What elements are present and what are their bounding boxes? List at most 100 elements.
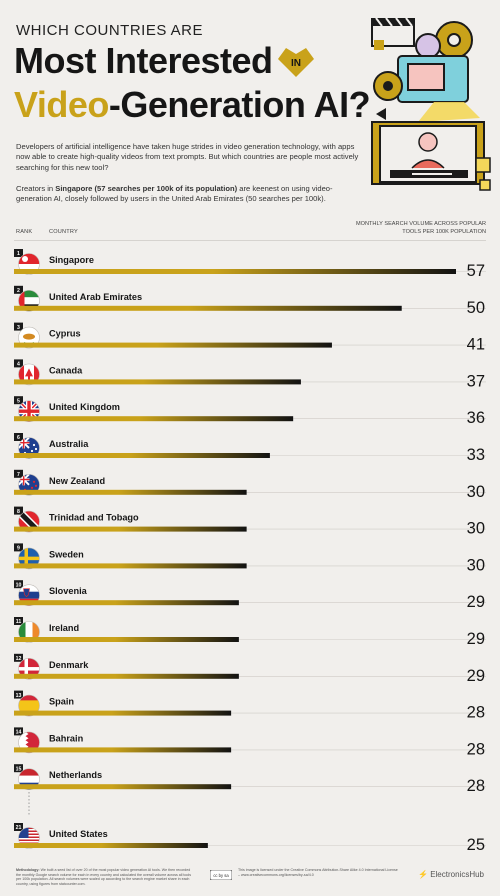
value-label: 57 — [467, 262, 485, 280]
value-label: 33 — [467, 446, 485, 464]
summary-suffix: are keenest on using video-generation AI… — [16, 184, 333, 204]
summary-prefix: Creators in — [16, 184, 56, 193]
bar — [14, 843, 208, 848]
rank-tag — [14, 322, 23, 331]
bar — [14, 784, 232, 790]
in-badge-icon: IN — [278, 48, 314, 77]
flag-outline — [18, 363, 40, 386]
ireland-flag-icon — [18, 621, 40, 643]
value-label: 37 — [467, 372, 485, 390]
rank-label: 2 — [17, 288, 20, 294]
rank-tag — [14, 433, 23, 441]
rank-label: 7 — [17, 472, 20, 478]
rank-tag — [14, 690, 23, 699]
country-label: Singapore — [49, 255, 94, 265]
country-label: Spain — [49, 697, 74, 707]
bar — [14, 637, 239, 642]
methodology-text: Methodology: We built a seed list of ove… — [16, 868, 196, 886]
bar-row: 10 Slovenia 29 — [14, 580, 486, 611]
value-label: 30 — [467, 483, 485, 501]
flag-outline — [18, 827, 40, 849]
flag-outline — [18, 657, 40, 680]
rank-tag — [14, 727, 23, 736]
bar-row: 21 United States 25 — [14, 823, 486, 854]
value-label: 41 — [467, 336, 485, 354]
intro-paragraph: Developers of artificial intelligence ha… — [16, 142, 359, 172]
rank-label: 1 — [17, 251, 20, 257]
title-highlight: Video — [14, 84, 109, 125]
bar-row: 11 Ireland 29 — [14, 617, 486, 648]
rank-tag — [14, 617, 23, 625]
value-label: 30 — [467, 520, 485, 538]
summary-bold: Singapore (57 searches per 100k of its p… — [55, 184, 238, 193]
country-label: United Arab Emirates — [49, 292, 142, 302]
country-label: Trinidad and Tobago — [49, 513, 139, 523]
bar-row: 9 Sweden 30 — [14, 543, 486, 574]
column-value: MONTHLY SEARCH VOLUME ACROSS POPULAR TOO… — [355, 221, 486, 235]
rank-label: 12 — [16, 656, 22, 662]
bar — [14, 416, 294, 422]
column-rank: RANK — [16, 229, 33, 235]
bar-row: 4 Canada 37 — [14, 359, 486, 390]
value-label: 36 — [467, 409, 485, 427]
flag-outline — [18, 400, 40, 422]
country-label: Canada — [49, 365, 83, 375]
rank-tag — [14, 653, 23, 662]
bar — [14, 673, 239, 679]
country-label: Australia — [49, 439, 89, 449]
value-label: 50 — [467, 299, 485, 317]
country-label: United Kingdom — [49, 402, 120, 412]
country-label: Netherlands — [49, 770, 102, 780]
bar-row: 8 Trinidad and Tobago 30 — [14, 506, 486, 538]
rank-label: 6 — [17, 435, 20, 441]
flag-outline — [18, 547, 40, 570]
video-camera-illustration-icon — [371, 18, 491, 191]
methodology-label: Methodology: — [16, 868, 40, 872]
country-label: Bahrain — [49, 733, 84, 743]
bar-row: 2 United Arab Emirates 50 — [14, 285, 486, 317]
flag-outline — [18, 731, 40, 754]
value-label: 29 — [467, 667, 485, 685]
header-divider — [14, 240, 486, 241]
value-label: 28 — [467, 740, 485, 758]
flag-outline — [18, 510, 40, 533]
rank-tag — [14, 764, 23, 773]
bar — [14, 305, 402, 311]
badge-text: IN — [291, 58, 301, 69]
rank-tag — [14, 580, 23, 589]
bar-row: 5 United Kingdom 36 — [14, 396, 486, 427]
rank-tag — [14, 285, 23, 294]
country-label: New Zealand — [49, 476, 105, 486]
page-title-line1: Most Interested — [14, 40, 273, 82]
bar — [14, 710, 232, 716]
value-label: 28 — [467, 777, 485, 795]
flag-outline — [18, 437, 40, 459]
title-rest: -Generation AI? — [108, 84, 371, 125]
rank-tag — [14, 506, 23, 515]
rank-label: 10 — [16, 582, 22, 588]
rank-tag — [14, 396, 23, 405]
bar-row: 3 Cyprus 41 — [14, 322, 486, 354]
rank-label: 15 — [16, 766, 22, 772]
bar-row: 1 Singapore 57 — [14, 249, 486, 280]
value-label: 30 — [467, 556, 485, 574]
brand-name: ElectronicsHub — [430, 870, 484, 879]
rank-label: 11 — [16, 619, 22, 625]
brand-logo: ⚡ ElectronicsHub — [418, 870, 484, 879]
bar-row: 15 Netherlands 28 — [14, 764, 486, 795]
flag-outline — [18, 621, 40, 643]
country-label: United States — [49, 829, 108, 839]
methodology-body: We built a seed list of over 20 of the m… — [16, 868, 191, 886]
rank-tag — [14, 469, 23, 478]
bar — [14, 379, 301, 385]
country-label: Cyprus — [49, 329, 81, 339]
bar-row: 12 Denmark 29 — [14, 653, 486, 685]
value-label: 29 — [467, 630, 485, 648]
country-label: Slovenia — [49, 586, 88, 596]
title-line1: Most Interested — [14, 40, 273, 81]
rank-label: 21 — [16, 825, 22, 831]
cc-label: cc by sa — [213, 873, 229, 878]
rank-tag — [14, 543, 23, 552]
bar — [14, 453, 270, 458]
